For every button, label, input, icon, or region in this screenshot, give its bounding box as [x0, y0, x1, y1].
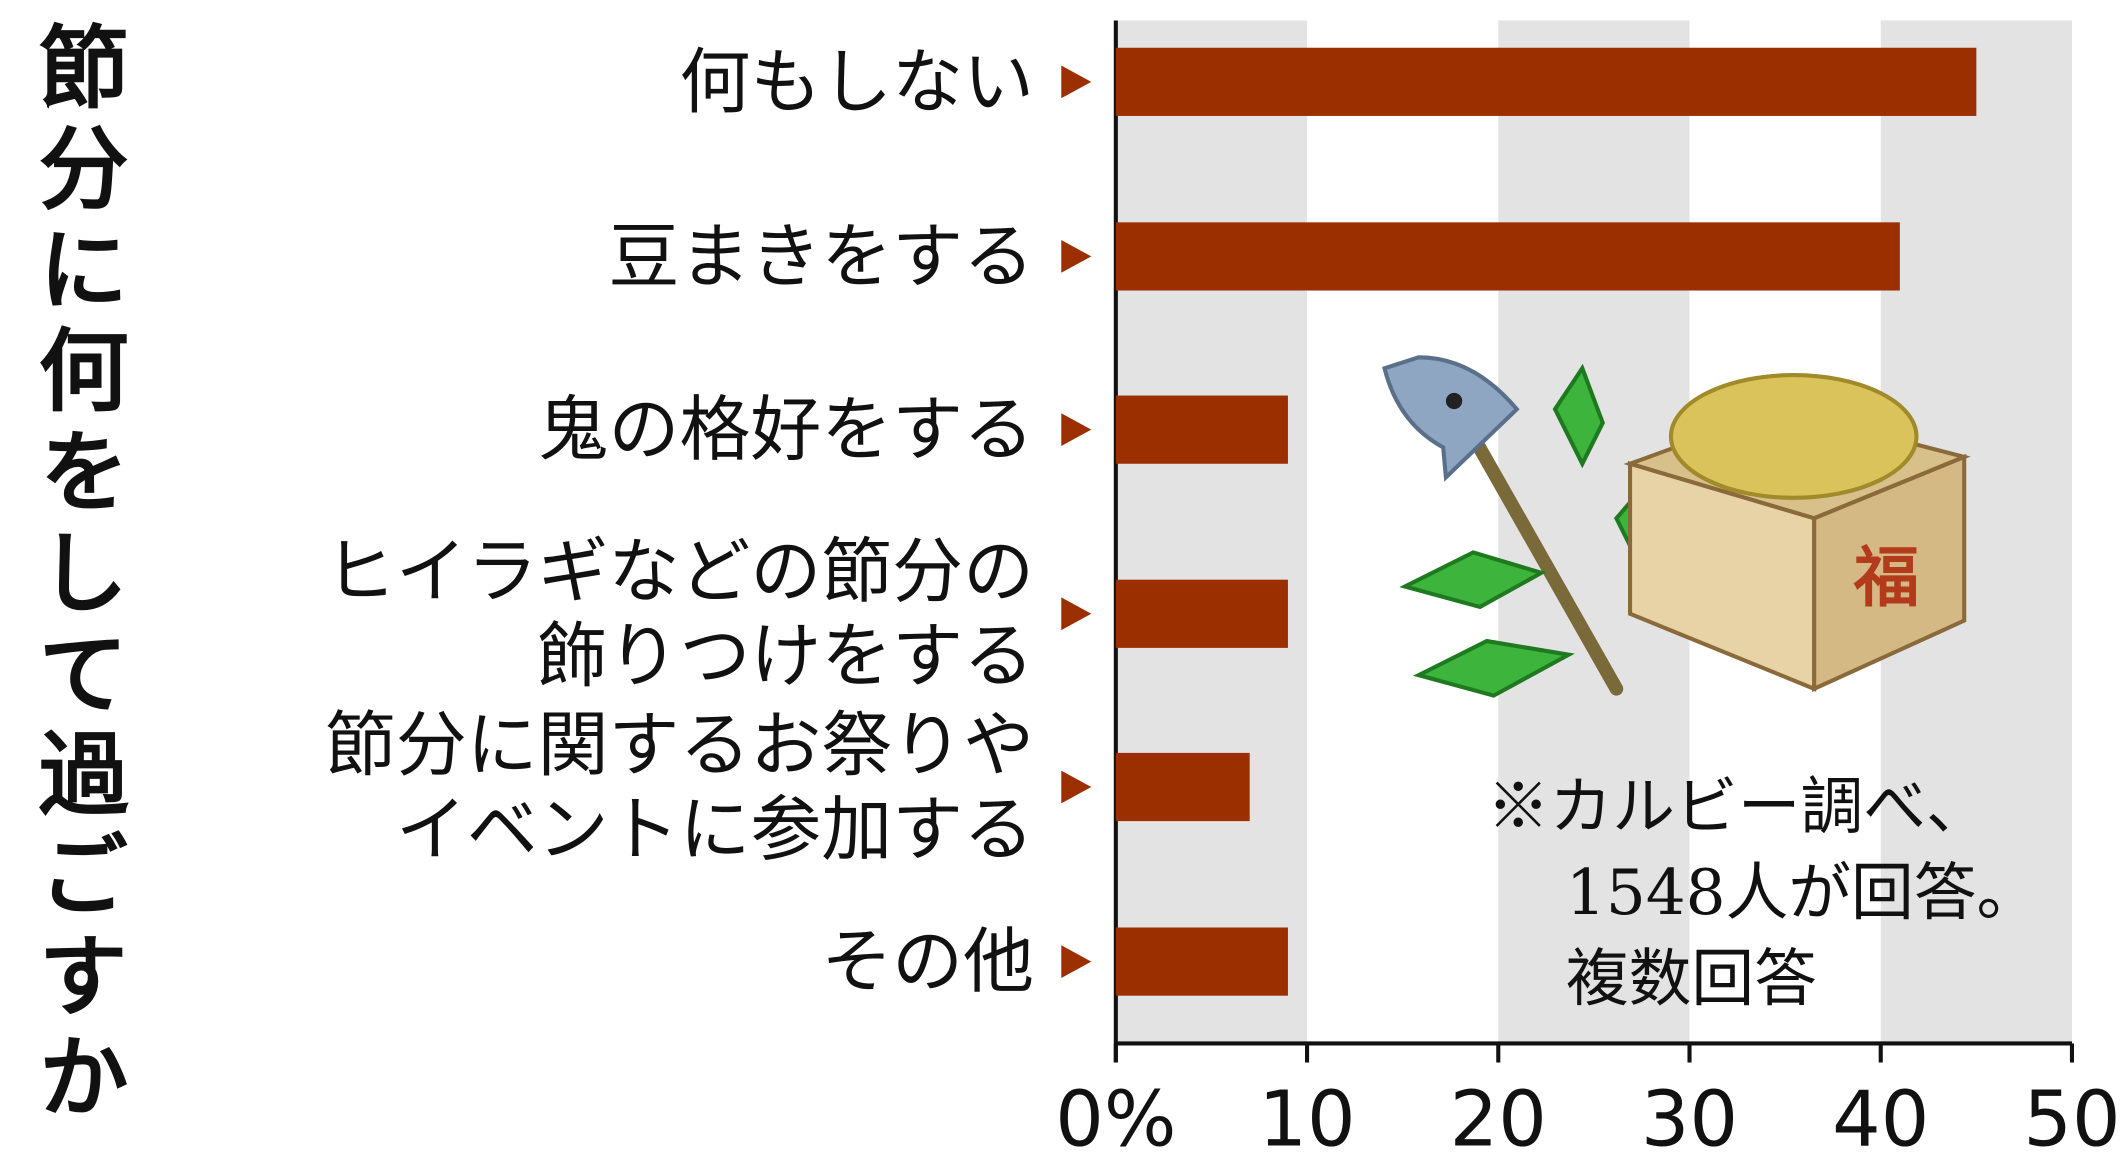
illustration: 福 — [1382, 355, 1971, 698]
bar — [1115, 927, 1288, 996]
bar — [1115, 579, 1288, 648]
y-tick-label: 豆まきをする — [609, 215, 1034, 298]
bar — [1115, 752, 1250, 822]
plot: 0% 10 20 30 40 50 何もしない豆まきをする鬼の格好をするヒイラギなどの節分の… — [325, 20, 2121, 1158]
bar — [1115, 47, 1977, 116]
svg-text:福: 福 — [1853, 540, 1919, 616]
pointer — [1061, 413, 1092, 447]
x-tick-label: 0% — [1055, 1076, 1176, 1158]
bar — [1115, 395, 1288, 464]
note: 複数回答 — [1566, 942, 1817, 1015]
x-tick-label: 50 — [2023, 1076, 2120, 1158]
y-tick-label: その他 — [821, 920, 1034, 1003]
y-tick-label: 節分に関するお祭りやイベントに参加する — [325, 703, 1034, 871]
x-tick-label: 40 — [1832, 1076, 1929, 1158]
note: 1548人が回答。 — [1566, 856, 2039, 929]
pointer — [1061, 770, 1092, 804]
x-tick-label: 30 — [1641, 1076, 1738, 1158]
pointer — [1061, 597, 1092, 631]
y-tick-label: ヒイラギなどの節分の飾りつけをする — [325, 530, 1034, 698]
x-tick-label: 20 — [1450, 1076, 1547, 1158]
bar — [1115, 222, 1900, 291]
chart-title: 節分に何をして過ごすか — [23, 20, 129, 1130]
pointer — [1061, 945, 1092, 978]
y-tick-label: 鬼の格好をする — [538, 388, 1034, 471]
pointer — [1061, 65, 1092, 99]
x-tick-label: 10 — [1258, 1076, 1355, 1158]
y-tick-label: 何もしない — [679, 40, 1034, 123]
note: ※カルビー調べ、 — [1487, 770, 1989, 843]
grid-band — [1115, 20, 1308, 1044]
pointer — [1061, 240, 1092, 273]
